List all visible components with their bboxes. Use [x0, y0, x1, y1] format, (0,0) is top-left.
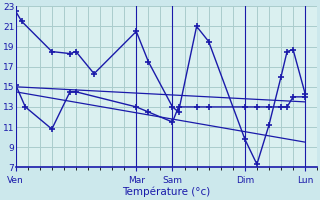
X-axis label: Température (°c): Température (°c) [122, 187, 211, 197]
